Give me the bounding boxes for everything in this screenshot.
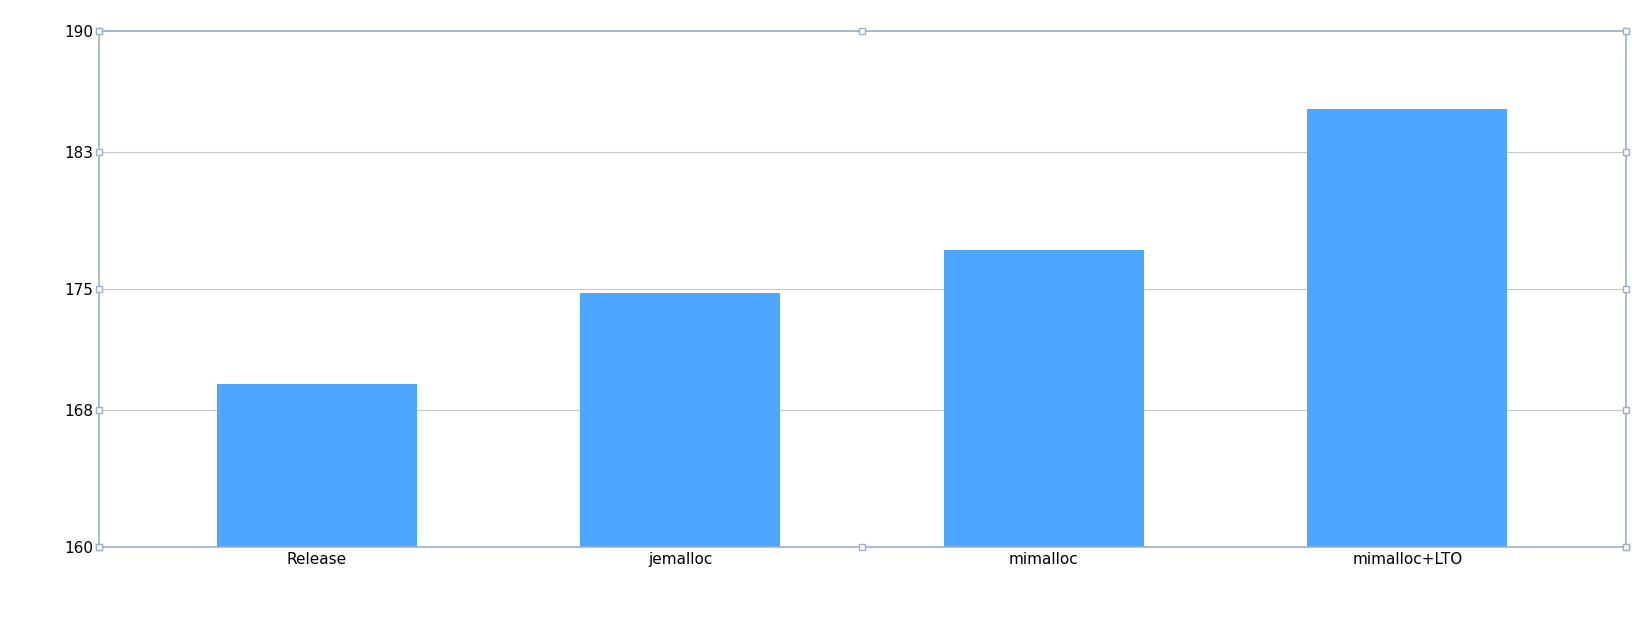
Bar [1307,109,1507,547]
Bar [217,384,417,547]
Bar [580,293,780,547]
Bar [944,249,1144,547]
